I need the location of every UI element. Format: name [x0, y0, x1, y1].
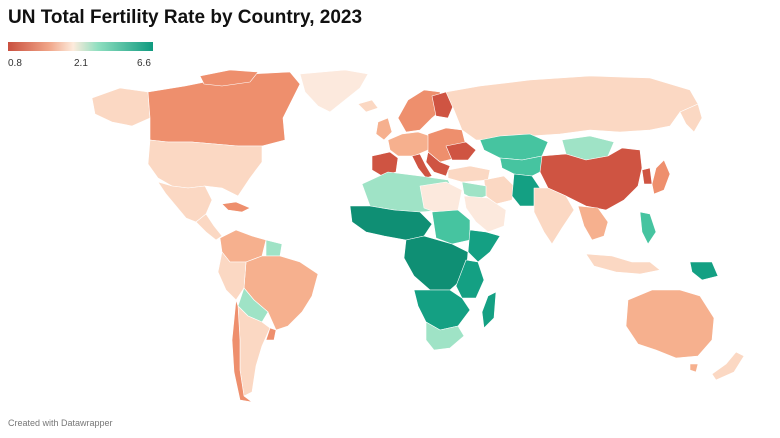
world-map — [91, 69, 745, 403]
legend-tick-max: 6.6 — [137, 58, 151, 69]
region-ukraine[interactable] — [445, 141, 477, 161]
legend-gradient-bar — [8, 42, 153, 51]
region-kamchatka[interactable] — [679, 103, 703, 133]
region-finland[interactable] — [431, 91, 455, 119]
region-australia[interactable] — [625, 289, 715, 359]
color-legend: 0.8 2.1 6.6 — [8, 38, 154, 70]
region-russia[interactable] — [445, 75, 699, 141]
region-western-europe[interactable] — [387, 131, 431, 157]
region-japan[interactable] — [651, 159, 671, 195]
region-south-africa[interactable] — [425, 321, 465, 351]
region-italy[interactable] — [411, 153, 433, 179]
region-sudan[interactable] — [431, 209, 471, 245]
region-southeast-asia[interactable] — [577, 205, 609, 241]
region-papua-new-guinea[interactable] — [689, 261, 719, 281]
region-iberia[interactable] — [371, 151, 399, 177]
region-alaska[interactable] — [91, 87, 151, 127]
region-balkans[interactable] — [425, 151, 451, 177]
region-horn-of-africa[interactable] — [467, 229, 501, 263]
region-greenland[interactable] — [299, 69, 369, 113]
region-kazakhstan[interactable] — [479, 133, 549, 161]
region-caribbean[interactable] — [221, 201, 251, 213]
region-arabia[interactable] — [463, 195, 507, 233]
region-usa[interactable] — [147, 139, 263, 197]
legend-tick-min: 0.8 — [8, 58, 22, 69]
region-philippines[interactable] — [639, 211, 657, 245]
region-peru[interactable] — [217, 251, 247, 301]
region-uk[interactable] — [375, 117, 393, 141]
region-argentina[interactable] — [237, 305, 271, 397]
credit-text[interactable]: Created with Datawrapper — [8, 418, 113, 428]
region-indonesia[interactable] — [585, 253, 661, 275]
region-canada-islands[interactable] — [199, 69, 259, 87]
region-turkey[interactable] — [447, 165, 491, 183]
region-india[interactable] — [533, 187, 575, 245]
region-guianas[interactable] — [265, 239, 283, 257]
chart-title: UN Total Fertility Rate by Country, 2023 — [8, 7, 363, 28]
legend-tick-mid: 2.1 — [74, 58, 88, 69]
region-central-america[interactable] — [195, 213, 223, 241]
region-uruguay[interactable] — [265, 327, 277, 341]
region-new-zealand[interactable] — [711, 351, 745, 381]
region-iceland[interactable] — [357, 99, 379, 113]
region-east-africa[interactable] — [455, 259, 485, 299]
region-chile[interactable] — [231, 299, 253, 403]
region-madagascar[interactable] — [481, 291, 497, 329]
region-tasmania[interactable] — [689, 363, 699, 373]
region-korea[interactable] — [641, 167, 653, 185]
